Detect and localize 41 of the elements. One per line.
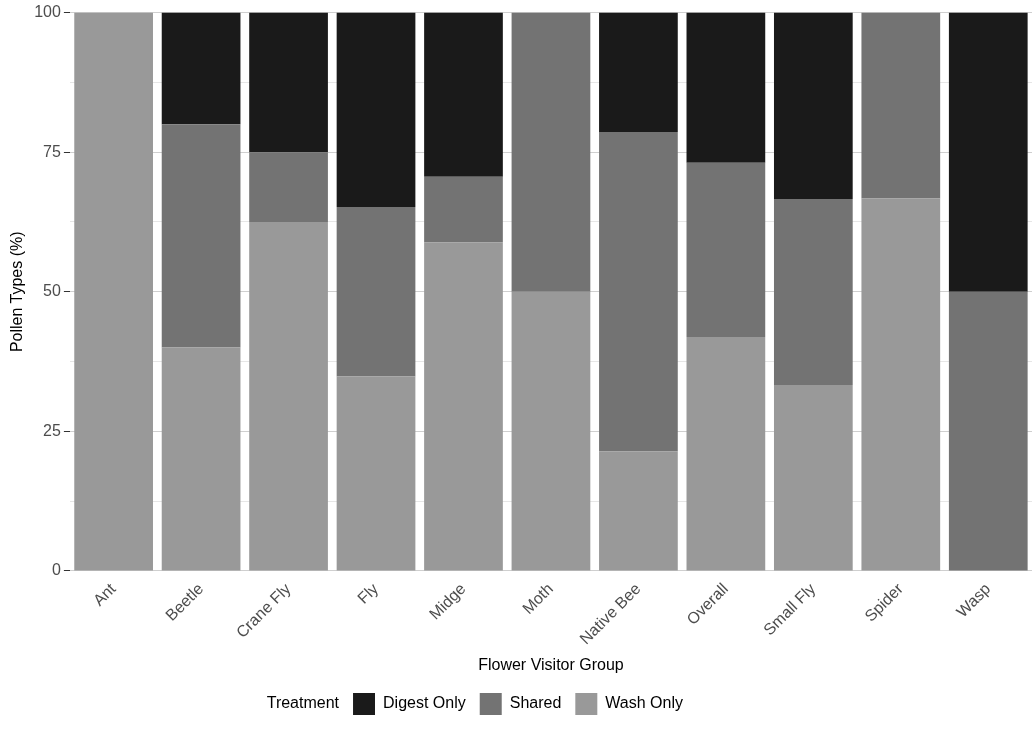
legend-label: Shared <box>509 694 562 712</box>
legend-title: Treatment <box>266 694 340 712</box>
y-tick-label: 50 <box>43 282 61 300</box>
bar <box>161 12 241 125</box>
bar <box>686 162 766 337</box>
bar <box>249 152 328 222</box>
bar <box>424 12 503 177</box>
bar <box>161 347 241 571</box>
bar <box>424 242 503 571</box>
bar <box>336 12 416 207</box>
bar <box>599 12 678 133</box>
bar <box>74 12 153 571</box>
bar <box>948 291 1028 571</box>
bar <box>336 206 416 377</box>
y-tick-label: 100 <box>34 3 61 21</box>
x-tick-label: Fly <box>354 579 382 607</box>
legend-label: Digest Only <box>383 694 466 712</box>
bar <box>686 336 766 571</box>
bar <box>948 12 1028 292</box>
y-axis-title: Pollen Types (%) <box>8 231 26 353</box>
y-tick-label: 0 <box>51 561 61 579</box>
bar <box>511 12 591 292</box>
bar <box>773 199 853 385</box>
bar <box>773 384 853 571</box>
bar <box>773 12 853 200</box>
bar <box>424 176 503 243</box>
bar <box>599 451 678 571</box>
bar <box>861 198 941 571</box>
bar <box>686 12 766 163</box>
bar <box>599 132 678 452</box>
bar <box>336 376 416 571</box>
legend-label: Wash Only <box>605 694 683 712</box>
bar <box>861 12 941 199</box>
x-axis-title: Flower Visitor Group <box>478 655 624 673</box>
bar <box>161 124 241 348</box>
bar <box>249 12 328 153</box>
bar <box>249 221 328 571</box>
x-tick-label: Ant <box>89 579 120 609</box>
y-tick-label: 25 <box>43 421 61 439</box>
bar <box>511 291 591 571</box>
y-tick-label: 75 <box>43 142 61 160</box>
